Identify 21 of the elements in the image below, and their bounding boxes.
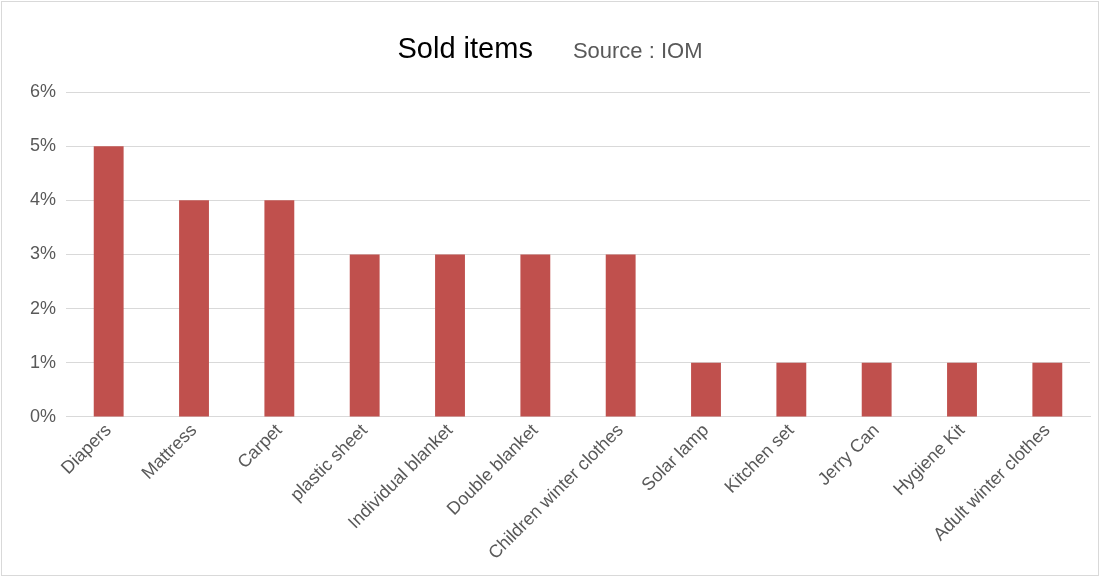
y-tick-label: 1% [30,351,57,372]
bar [93,146,124,417]
bar [1032,362,1063,417]
bar [435,254,465,417]
bar [776,362,807,417]
bar [861,362,892,417]
y-tick-label: 5% [30,135,57,156]
bar [605,254,636,417]
bar [264,200,295,417]
chart-title: Sold items [397,32,533,64]
y-tick-label: 3% [30,243,57,264]
bar [179,200,209,417]
y-tick-label: 6% [30,80,57,101]
y-tick-label: 2% [30,297,57,318]
bar [691,362,721,417]
source-note: Source : IOM [572,38,703,63]
bar [520,254,551,417]
bar [349,254,380,417]
y-tick-label: 0% [30,405,57,426]
y-tick-label: 4% [30,189,57,210]
bar [947,362,977,417]
